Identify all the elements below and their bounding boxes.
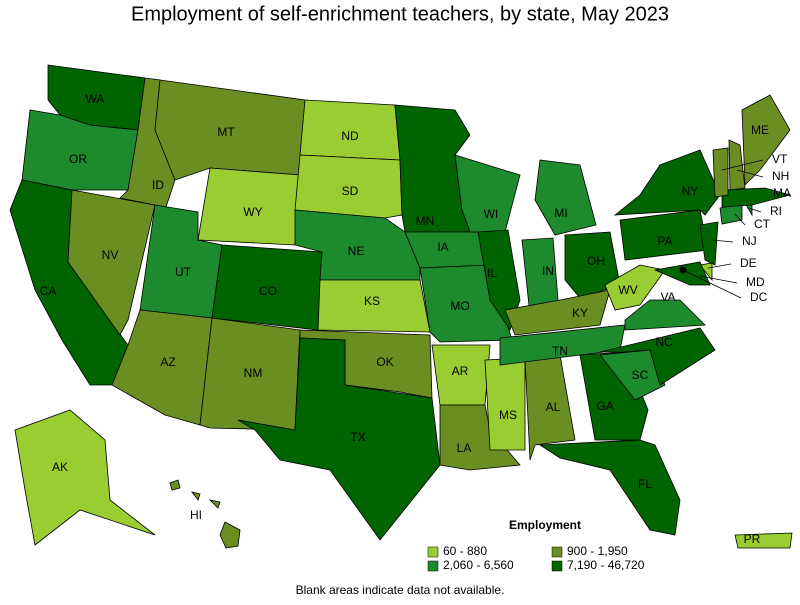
state: [169, 479, 241, 549]
leader-line: [748, 207, 762, 213]
state: [504, 289, 611, 336]
legend-label: 60 - 880: [443, 544, 487, 558]
state-label: AL: [546, 400, 561, 414]
state-label: PR: [744, 532, 761, 546]
state-label: MT: [217, 125, 235, 139]
state-label: CA: [40, 284, 57, 298]
leader-line: [734, 213, 746, 226]
state-label: KY: [572, 306, 588, 320]
state: [712, 147, 729, 198]
states: [9, 64, 793, 549]
state: [294, 154, 403, 219]
state-label: MN: [416, 214, 435, 228]
state-label: SD: [342, 184, 359, 198]
state: [604, 264, 666, 311]
state-label: DC: [750, 290, 768, 304]
legend-label: 7,190 - 46,720: [567, 558, 645, 572]
state-label: NE: [348, 244, 365, 258]
legend-swatch: [551, 560, 563, 572]
state-label: NM: [244, 366, 263, 380]
legend-title: Employment: [509, 518, 581, 532]
state-label: MD: [746, 275, 765, 289]
state-label: HI: [190, 508, 202, 522]
state-label: TN: [552, 344, 568, 358]
leader-line: [682, 269, 742, 299]
legend-swatch: [427, 560, 439, 572]
legend-label: 900 - 1,950: [567, 544, 628, 558]
leader-line: [707, 263, 732, 269]
state-label: OR: [69, 152, 87, 166]
state: [439, 404, 521, 471]
state-label: ME: [751, 123, 769, 137]
state-label: NJ: [742, 234, 757, 248]
map-title: Employment of self-enrichment teachers, …: [131, 3, 669, 25]
leader-line: [711, 239, 734, 243]
state-label: GA: [596, 399, 613, 413]
state-label: RI: [770, 204, 782, 218]
state: [564, 231, 621, 299]
state: [734, 532, 793, 549]
state: [653, 261, 711, 286]
state: [599, 327, 716, 386]
state-label: AR: [452, 364, 469, 378]
state-label: IL: [487, 266, 497, 280]
state-label: MI: [554, 206, 567, 220]
state-label: AK: [52, 460, 68, 474]
state-label: TX: [350, 430, 365, 444]
state-label: VA: [660, 290, 675, 304]
state-label: MS: [499, 408, 517, 422]
state-label: KS: [364, 294, 380, 308]
state-label: CO: [259, 284, 277, 298]
state: [484, 357, 526, 451]
state-label: OH: [587, 254, 605, 268]
state: [613, 149, 721, 216]
state: [699, 262, 713, 282]
state-label: IA: [437, 240, 448, 254]
state-label: NC: [655, 335, 673, 349]
state-label: MO: [450, 299, 469, 313]
legend-swatch: [427, 546, 439, 558]
state-label: WI: [484, 207, 499, 221]
state-label: MA: [773, 186, 791, 200]
state-label: ID: [152, 178, 164, 192]
state-label: FL: [638, 477, 652, 491]
state-label: WY: [243, 205, 262, 219]
state-label: CT: [754, 217, 771, 231]
state-label: SC: [632, 368, 649, 382]
state: [538, 439, 681, 536]
state-label: OK: [376, 355, 393, 369]
state-label: NY: [682, 184, 699, 198]
leader-line: [736, 169, 764, 178]
state: [721, 187, 792, 208]
state-label: UT: [175, 265, 192, 279]
state-label: DE: [740, 256, 757, 270]
state-label: NV: [102, 248, 119, 262]
legend-label: 2,060 - 6,560: [443, 558, 514, 572]
state: [534, 159, 597, 236]
state-label: WV: [618, 283, 637, 297]
state-label: PA: [657, 234, 672, 248]
state-label: VT: [772, 152, 788, 166]
state-label: NH: [772, 169, 789, 183]
state-label: LA: [457, 441, 472, 455]
state: [199, 317, 301, 431]
state-label: IN: [542, 264, 554, 278]
state: [14, 409, 156, 546]
leader-line: [699, 275, 738, 284]
leader-line: [721, 159, 764, 171]
state-label: ND: [341, 129, 359, 143]
legend-swatch: [551, 546, 563, 558]
state-label: AZ: [160, 355, 175, 369]
state: [624, 299, 706, 331]
state: [237, 337, 441, 541]
legend: 60 - 880 900 - 1,950 2,060 - 6,560 7,190 - …: [427, 544, 645, 572]
state-label: WA: [86, 92, 105, 106]
footnote: Blank areas indicate data not available.: [296, 583, 505, 597]
state: [699, 221, 719, 266]
state: [728, 139, 746, 191]
